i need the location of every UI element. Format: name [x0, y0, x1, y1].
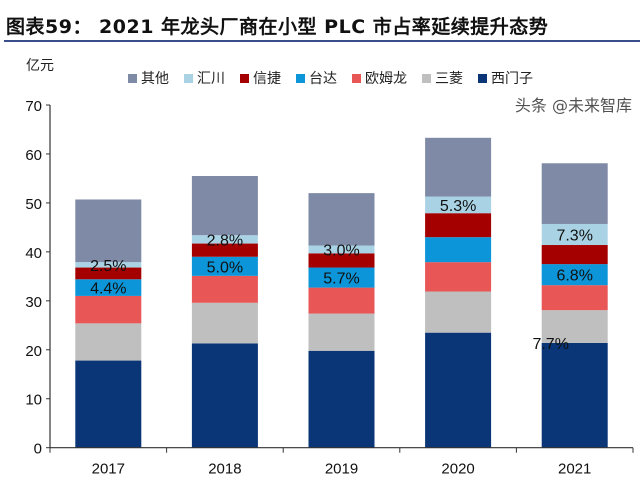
bar-segment	[425, 332, 492, 448]
x-tick-label: 2021	[558, 461, 591, 478]
bar-segment	[425, 262, 492, 292]
data-label: 2.8%	[207, 232, 243, 249]
y-tick-label: 40	[25, 245, 42, 262]
legend: 其他 汇川 信捷 台达 欧姆龙 三菱 西门子	[128, 68, 533, 88]
y-tick-label: 30	[25, 294, 42, 311]
x-tick-label: 2018	[208, 461, 241, 478]
legend-label: 信捷	[253, 71, 281, 87]
bar-segment	[191, 243, 258, 257]
x-tick-label: 2017	[92, 461, 125, 478]
legend-item: 三菱	[422, 68, 463, 88]
bar-segment	[191, 343, 258, 448]
data-label: 4.4%	[90, 281, 126, 298]
legend-swatch	[478, 73, 487, 83]
bar-segment	[75, 360, 142, 448]
legend-swatch	[128, 73, 137, 83]
legend-label: 台达	[309, 71, 337, 87]
data-label: 5.7%	[323, 271, 359, 288]
bar-segment	[541, 264, 608, 286]
bar-segment	[75, 279, 142, 296]
x-tick-label: 2019	[325, 461, 358, 478]
bar-segment	[425, 196, 492, 214]
bar-segment	[191, 235, 258, 244]
y-tick-label: 70	[25, 98, 42, 115]
bar-segment	[191, 256, 258, 276]
bar-segment	[308, 313, 375, 351]
legend-label: 其他	[141, 71, 169, 87]
y-tick-label: 50	[25, 196, 42, 213]
bar-segment	[541, 163, 608, 224]
bar-segment	[308, 267, 375, 288]
bar-segment	[75, 262, 142, 268]
data-label: 7.7%	[532, 336, 568, 353]
bar-segment	[541, 245, 608, 265]
y-axis-unit: 亿元	[26, 58, 54, 74]
legend-swatch	[184, 73, 193, 83]
bar-segment	[308, 193, 375, 246]
bar-segment	[541, 310, 608, 343]
bar-segment	[541, 342, 608, 448]
legend-swatch	[422, 73, 431, 83]
legend-swatch	[352, 73, 361, 83]
legend-swatch	[240, 73, 249, 83]
y-tick-label: 10	[25, 392, 42, 409]
data-label: 5.0%	[207, 259, 243, 276]
y-tick-label: 0	[34, 441, 42, 458]
legend-label: 汇川	[197, 71, 225, 87]
data-label: 7.3%	[556, 227, 592, 244]
bar-segment	[75, 199, 142, 263]
bar-segment	[191, 275, 258, 303]
chart-title: 图表59： 2021 年龙头厂商在小型 PLC 市占率延续提升态势	[6, 16, 549, 38]
bar-segment	[425, 213, 492, 238]
legend-swatch	[296, 73, 305, 83]
legend-label: 西门子	[491, 71, 533, 87]
title-divider	[4, 40, 640, 42]
legend-item: 信捷	[240, 68, 281, 88]
y-tick-label: 20	[25, 343, 42, 360]
bar-segment	[541, 223, 608, 246]
legend-item: 其他	[128, 68, 169, 88]
bar-segment	[425, 291, 492, 333]
legend-label: 三菱	[435, 71, 463, 87]
bar-segment	[308, 253, 375, 268]
legend-item: 欧姆龙	[352, 68, 407, 88]
bar-segment	[425, 237, 492, 263]
bar-segment	[425, 137, 492, 197]
bar-segment	[191, 302, 258, 344]
bar-segment	[75, 323, 142, 361]
legend-label: 欧姆龙	[365, 71, 407, 87]
data-label: 6.8%	[556, 268, 592, 285]
bar-segment	[541, 285, 608, 311]
bar-segment	[75, 267, 142, 280]
y-tick-label: 60	[25, 147, 42, 164]
bar-segment	[75, 295, 142, 324]
data-label: 3.0%	[323, 242, 359, 259]
bar-segment	[308, 245, 375, 254]
bar-segment	[308, 350, 375, 448]
data-label: 2.5%	[90, 258, 126, 275]
bar-segment	[308, 287, 375, 314]
bar-segment	[191, 175, 258, 236]
legend-item: 汇川	[184, 68, 225, 88]
x-tick-label: 2020	[441, 461, 474, 478]
legend-item: 台达	[296, 68, 337, 88]
watermark: 头条 @未来智库	[514, 96, 632, 115]
legend-item: 西门子	[478, 68, 533, 88]
data-label: 5.3%	[440, 198, 476, 215]
